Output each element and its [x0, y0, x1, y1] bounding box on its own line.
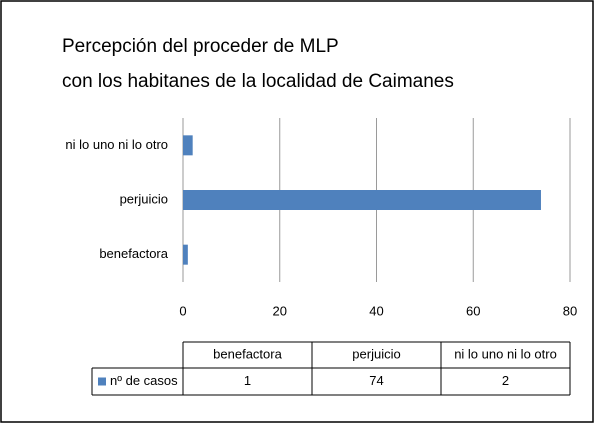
- chart-title: con los habitanes de la localidad de Cai…: [62, 71, 454, 92]
- legend-label: nº de casos: [110, 373, 178, 388]
- chart-title: Percepción del proceder de MLP: [62, 36, 339, 57]
- table-header: benefactora: [213, 346, 282, 361]
- legend-swatch: [98, 377, 106, 386]
- x-tick-label: 40: [369, 303, 383, 318]
- table-value: 1: [244, 373, 251, 388]
- bar: [183, 135, 193, 156]
- x-tick-label: 20: [273, 303, 287, 318]
- bar: [183, 190, 541, 210]
- table-value: 2: [502, 373, 509, 388]
- bar: [183, 244, 188, 265]
- y-tick-label: benefactora: [99, 246, 168, 261]
- table-header: perjuicio: [352, 346, 400, 361]
- x-tick-label: 60: [466, 303, 480, 318]
- table-value: 74: [369, 373, 383, 388]
- x-tick-label: 80: [563, 303, 577, 318]
- x-tick-label: 0: [179, 303, 186, 318]
- table-header: ni lo uno ni lo otro: [454, 346, 557, 361]
- y-tick-label: perjuicio: [120, 191, 168, 206]
- y-tick-label: ni lo uno ni lo otro: [65, 137, 168, 152]
